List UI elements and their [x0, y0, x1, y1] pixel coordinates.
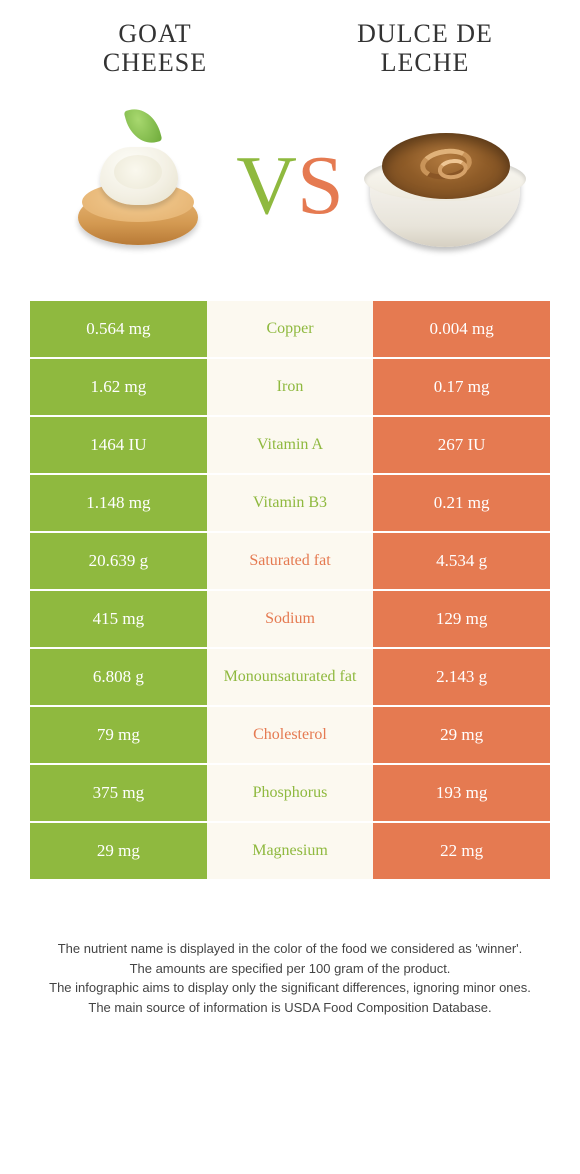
- images-row: VS: [30, 87, 550, 297]
- nutrient-label: Phosphorus: [207, 765, 373, 821]
- infographic-container: GOATCHEESE DULCE DELECHE VS 0.564 mgCopp…: [0, 0, 580, 1037]
- left-value: 415 mg: [30, 591, 207, 647]
- table-row: 0.564 mgCopper0.004 mg: [30, 301, 550, 357]
- right-value: 0.17 mg: [373, 359, 550, 415]
- table-row: 1.62 mgIron0.17 mg: [30, 359, 550, 415]
- left-value: 79 mg: [30, 707, 207, 763]
- left-value: 1.148 mg: [30, 475, 207, 531]
- footer-line-4: The main source of information is USDA F…: [40, 998, 540, 1018]
- right-value: 129 mg: [373, 591, 550, 647]
- table-row: 6.808 gMonounsaturated fat2.143 g: [30, 649, 550, 705]
- left-value: 1.62 mg: [30, 359, 207, 415]
- footer-line-2: The amounts are specified per 100 gram o…: [40, 959, 540, 979]
- nutrient-label: Iron: [207, 359, 373, 415]
- footer-notes: The nutrient name is displayed in the co…: [30, 939, 550, 1017]
- table-row: 1464 IUVitamin A267 IU: [30, 417, 550, 473]
- nutrient-label: Monounsaturated fat: [207, 649, 373, 705]
- goat-cheese-image: [50, 97, 220, 267]
- nutrient-label: Vitamin B3: [207, 475, 373, 531]
- right-value: 267 IU: [373, 417, 550, 473]
- right-value: 193 mg: [373, 765, 550, 821]
- titles-row: GOATCHEESE DULCE DELECHE: [30, 20, 550, 77]
- table-row: 20.639 gSaturated fat4.534 g: [30, 533, 550, 589]
- table-row: 415 mgSodium129 mg: [30, 591, 550, 647]
- table-row: 375 mgPhosphorus193 mg: [30, 765, 550, 821]
- nutrient-label: Sodium: [207, 591, 373, 647]
- right-value: 29 mg: [373, 707, 550, 763]
- nutrient-label: Magnesium: [207, 823, 373, 879]
- right-value: 0.004 mg: [373, 301, 550, 357]
- left-value: 1464 IU: [30, 417, 207, 473]
- dulce-de-leche-image: [360, 97, 530, 267]
- footer-line-1: The nutrient name is displayed in the co…: [40, 939, 540, 959]
- left-value: 20.639 g: [30, 533, 207, 589]
- left-value: 375 mg: [30, 765, 207, 821]
- vs-v: V: [236, 139, 297, 232]
- footer-line-3: The infographic aims to display only the…: [40, 978, 540, 998]
- nutrient-label: Copper: [207, 301, 373, 357]
- comparison-table: 0.564 mgCopper0.004 mg1.62 mgIron0.17 mg…: [30, 301, 550, 879]
- nutrient-label: Saturated fat: [207, 533, 373, 589]
- vs-label: VS: [236, 144, 343, 228]
- nutrient-label: Vitamin A: [207, 417, 373, 473]
- right-value: 0.21 mg: [373, 475, 550, 531]
- table-row: 29 mgMagnesium22 mg: [30, 823, 550, 879]
- left-value: 0.564 mg: [30, 301, 207, 357]
- right-value: 4.534 g: [373, 533, 550, 589]
- right-value: 2.143 g: [373, 649, 550, 705]
- left-value: 29 mg: [30, 823, 207, 879]
- table-row: 1.148 mgVitamin B30.21 mg: [30, 475, 550, 531]
- right-food-title: DULCE DELECHE: [325, 20, 525, 77]
- right-value: 22 mg: [373, 823, 550, 879]
- left-value: 6.808 g: [30, 649, 207, 705]
- table-row: 79 mgCholesterol29 mg: [30, 707, 550, 763]
- left-food-title: GOATCHEESE: [55, 20, 255, 77]
- vs-s: S: [297, 139, 344, 232]
- nutrient-label: Cholesterol: [207, 707, 373, 763]
